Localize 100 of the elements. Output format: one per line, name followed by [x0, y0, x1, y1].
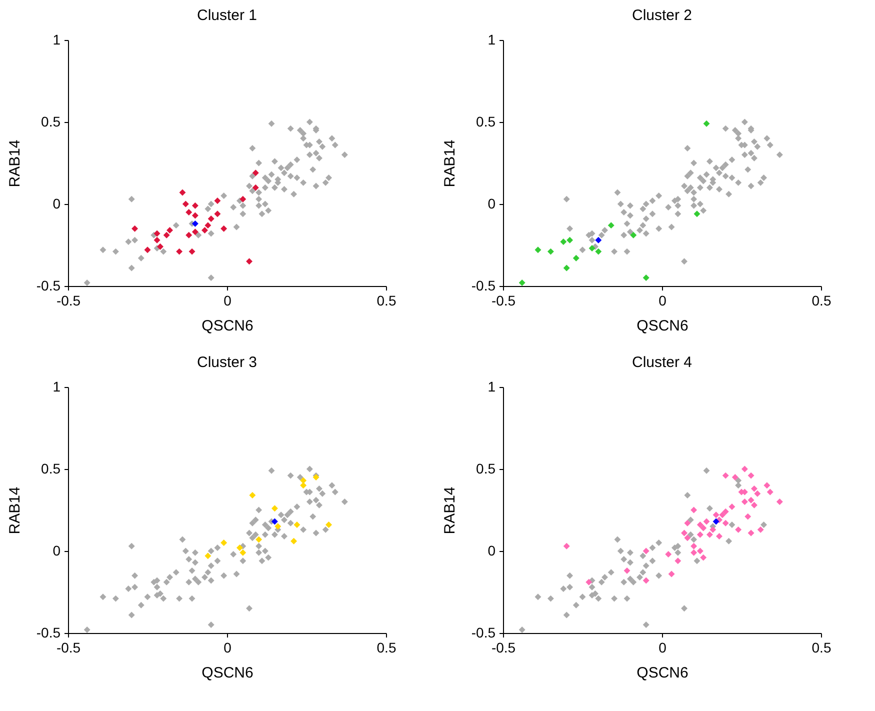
point — [719, 512, 726, 518]
point — [741, 466, 748, 472]
point — [626, 576, 634, 582]
point — [696, 531, 704, 538]
point — [760, 522, 767, 528]
point — [214, 197, 221, 204]
y-tick-label: 1 — [488, 32, 496, 48]
point — [186, 232, 192, 238]
point — [176, 248, 183, 255]
point — [271, 518, 278, 525]
chart-title: Cluster 4 — [632, 354, 692, 371]
chart-title: Cluster 1 — [196, 7, 258, 24]
point — [252, 184, 259, 191]
x-tick-label: 0 — [658, 640, 667, 656]
point — [640, 569, 646, 576]
point — [722, 520, 729, 526]
point — [710, 526, 716, 533]
point — [547, 595, 554, 602]
point — [560, 238, 567, 245]
x-tick-label: 0 — [224, 292, 232, 308]
point — [188, 248, 196, 255]
point — [642, 548, 650, 554]
point — [602, 574, 608, 580]
point — [294, 522, 300, 528]
point — [626, 549, 634, 556]
point — [156, 243, 164, 250]
y-tick-label: 1 — [52, 378, 61, 394]
point — [626, 559, 634, 566]
y-tick-label: -0.5 — [471, 624, 496, 640]
x-tick-label: 0 — [658, 292, 667, 308]
point — [588, 584, 596, 590]
point — [636, 574, 643, 580]
point — [595, 236, 602, 244]
point — [690, 542, 698, 550]
point — [274, 523, 282, 530]
point — [186, 208, 192, 216]
point — [642, 577, 650, 584]
point — [236, 544, 243, 551]
point — [220, 540, 228, 546]
point — [563, 542, 570, 550]
point — [166, 227, 173, 234]
y-axis-title: RAB14 — [6, 140, 24, 188]
point — [179, 189, 186, 196]
point — [271, 505, 278, 512]
point — [572, 254, 580, 262]
point — [595, 248, 602, 255]
point — [741, 498, 748, 506]
x-axis-title: QSCN6 — [636, 318, 688, 334]
point — [560, 585, 567, 592]
point — [624, 595, 630, 602]
point — [750, 502, 758, 508]
x-tick-label: 0 — [224, 640, 232, 656]
point — [620, 556, 628, 562]
y-axis-title: RAB14 — [441, 140, 458, 188]
x-tick-label: 0.5 — [812, 292, 832, 308]
y-tick-label: 0.5 — [41, 460, 61, 476]
chart-title: Cluster 3 — [196, 354, 258, 371]
y-tick-label: 0.5 — [41, 114, 61, 130]
point — [776, 498, 783, 506]
point — [642, 274, 650, 282]
point — [735, 526, 742, 533]
point — [563, 612, 570, 618]
point — [192, 228, 198, 236]
y-axis-title: RAB14 — [441, 486, 458, 534]
point — [642, 622, 650, 628]
point — [732, 474, 738, 480]
point — [684, 534, 691, 542]
y-tick-label: 0.5 — [476, 460, 496, 476]
point — [154, 230, 160, 237]
point — [716, 533, 722, 540]
point — [748, 530, 754, 536]
x-tick-label: 0.5 — [376, 292, 396, 308]
y-tick-label: 0.5 — [476, 114, 496, 130]
point — [656, 572, 662, 579]
point — [630, 232, 637, 238]
point — [630, 578, 637, 586]
point — [534, 594, 542, 600]
y-tick-label: -0.5 — [471, 278, 496, 294]
point — [614, 536, 621, 543]
point — [204, 222, 212, 229]
point — [754, 490, 761, 497]
point — [684, 520, 691, 526]
point — [748, 496, 754, 504]
y-tick-label: 1 — [488, 378, 496, 394]
point — [256, 536, 262, 543]
point — [722, 508, 729, 515]
point — [290, 538, 298, 544]
point — [696, 522, 704, 528]
point — [726, 538, 732, 544]
point — [665, 551, 672, 558]
point — [300, 477, 307, 484]
point — [649, 544, 656, 551]
point — [518, 279, 526, 286]
point — [252, 170, 259, 176]
point — [192, 220, 198, 227]
point — [572, 602, 580, 608]
point — [598, 578, 605, 586]
chart-title: Cluster 2 — [632, 7, 692, 24]
point — [735, 482, 742, 489]
point — [154, 236, 160, 244]
